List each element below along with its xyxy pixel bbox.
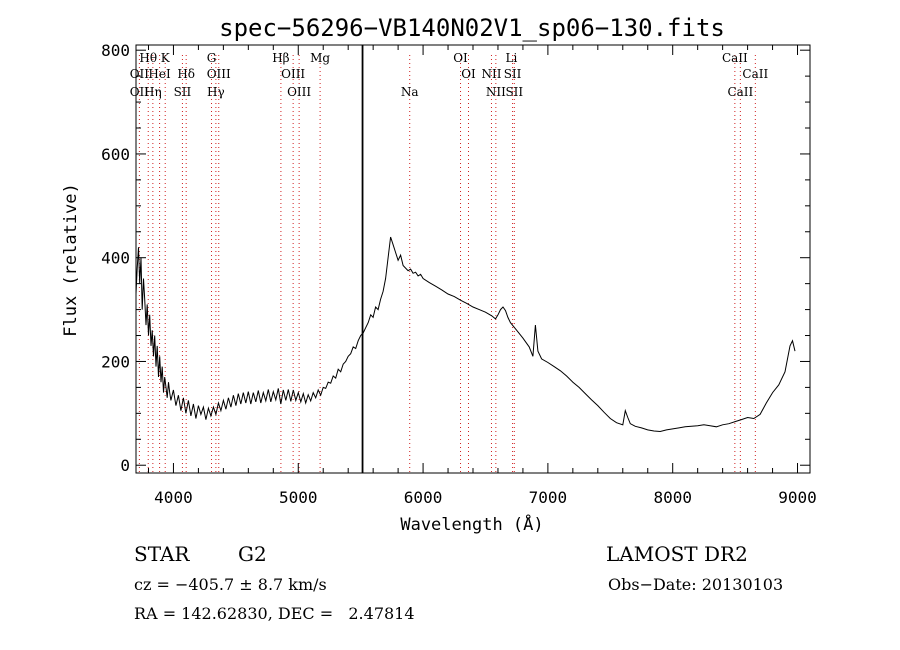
y-tick-label: 0	[120, 456, 130, 475]
x-tick-label: 9000	[778, 488, 817, 507]
plot-frame	[135, 44, 811, 474]
spectral-line-label: Hβ	[272, 51, 289, 65]
x-tick-label: 6000	[404, 488, 443, 507]
spectral-line-label: SII	[504, 67, 522, 81]
y-tick-label: 600	[101, 145, 130, 164]
x-tick-label: 7000	[529, 488, 568, 507]
survey-name: LAMOST DR2	[606, 542, 748, 566]
y-tick-label: 800	[101, 41, 130, 60]
spectral-line-label: SII	[174, 85, 192, 99]
x-tick-label: 8000	[653, 488, 692, 507]
object-class: STAR	[134, 542, 190, 566]
x-tick-label: 4000	[154, 488, 193, 507]
spectral-line-label: SII	[505, 85, 523, 99]
spectral-line-label: OII	[130, 85, 150, 99]
spectral-line-label: K	[161, 51, 171, 65]
spectral-line-label: Na	[401, 85, 419, 99]
spectral-line-label: HeI	[148, 67, 171, 81]
ra-dec: RA = 142.62830, DEC = 2.47814	[134, 604, 415, 623]
redshift-cz: cz = −405.7 ± 8.7 km/s	[134, 575, 327, 594]
spectral-line-label: G	[207, 51, 217, 65]
spectral-line-label: OII	[130, 67, 150, 81]
spectral-line-label: NII	[481, 67, 501, 81]
y-tick-label: 400	[101, 249, 130, 268]
spectral-line-label: OIII	[281, 67, 305, 81]
spectral-line-label: Li	[506, 51, 518, 65]
y-tick-label: 200	[101, 352, 130, 371]
spectrum-line	[135, 236, 796, 433]
spectral-line-label: CaII	[722, 51, 748, 65]
x-axis-label: Wavelength (Å)	[400, 513, 543, 535]
spectral-line-label: NII	[486, 85, 506, 99]
object-subclass: G2	[238, 542, 267, 566]
spectral-line-label: CaII	[742, 67, 768, 81]
spectral-line-label: OI	[461, 67, 476, 81]
obs-date: Obs−Date: 20130103	[608, 575, 784, 594]
spectral-line-label: CaII	[727, 85, 753, 99]
spectral-line-label: OIII	[287, 85, 311, 99]
spectral-line-label: Mg	[310, 51, 330, 65]
x-tick-label: 5000	[279, 488, 318, 507]
chart-title: spec−56296−VB140N02V1_sp06−130.fits	[219, 14, 725, 42]
spectral-line-label: OIII	[207, 67, 231, 81]
spectral-line-label: OI	[453, 51, 468, 65]
spectral-line-label: Hη	[144, 85, 162, 99]
spectral-line-label: Hγ	[207, 85, 225, 99]
spectral-line-label: Hδ	[177, 67, 195, 81]
y-axis-label: Flux (relative)	[61, 183, 81, 337]
spectral-line-label: Hθ	[139, 51, 157, 65]
